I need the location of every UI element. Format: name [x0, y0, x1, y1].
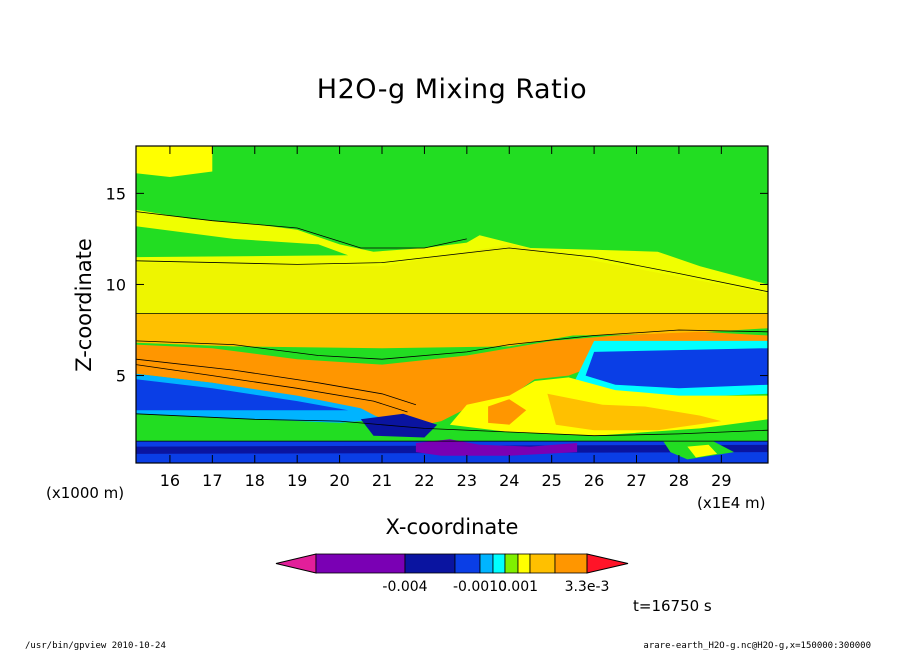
colorbar-segment — [504, 553, 519, 574]
x-tick-label: 29 — [711, 471, 731, 490]
contour-region — [585, 348, 768, 389]
x-axis-label: X-coordinate — [385, 515, 519, 539]
chart-title: H2O-g Mixing Ratio — [316, 74, 588, 105]
contour-region — [415, 439, 578, 456]
contour-region — [136, 313, 768, 349]
contour-region — [136, 413, 768, 442]
contour-line — [136, 247, 768, 293]
x-tick-label: 19 — [287, 471, 307, 490]
colorbar-segment — [454, 553, 481, 574]
x-tick-label: 21 — [372, 471, 392, 490]
y-tick-label: 15 — [106, 184, 126, 203]
contour-line — [136, 364, 408, 413]
plot-frame — [135, 145, 769, 464]
x-tick-label: 24 — [499, 471, 519, 490]
x-tick-label: 18 — [245, 471, 265, 490]
x-unit-label: (x1000 m) — [46, 484, 125, 502]
x-tick-label: 28 — [669, 471, 689, 490]
colorbar-segment — [315, 553, 406, 574]
colorbar-segment — [492, 553, 506, 574]
colorbar-segment — [529, 553, 556, 574]
x-tick-label: 27 — [626, 471, 646, 490]
x-tick-label: 25 — [541, 471, 561, 490]
contour-line — [136, 413, 768, 437]
colorbar-label: 3.3e-3 — [565, 579, 610, 595]
contour-region — [136, 226, 349, 258]
x-tick-label: 22 — [414, 471, 434, 490]
y-tick-label: 5 — [116, 367, 126, 386]
contour-region — [360, 413, 438, 438]
colorbar-arrow-right — [586, 553, 629, 574]
x-tick-label: 26 — [584, 471, 604, 490]
colorbar-segment — [479, 553, 494, 574]
contour-line — [136, 211, 467, 249]
x-tick-label: 16 — [160, 471, 180, 490]
colorbar-segment — [404, 553, 456, 574]
contour-region — [136, 379, 349, 411]
colorbar-arrow-left — [275, 553, 317, 574]
x-tick-label: 23 — [457, 471, 477, 490]
colorbar-segment — [554, 553, 588, 574]
contour-region — [547, 393, 722, 431]
timestamp-label: t=16750 s — [633, 597, 712, 615]
contour-region — [687, 444, 718, 458]
colorbar-label: -0.0010 — [453, 579, 507, 595]
colorbar-segment — [517, 553, 531, 574]
y-tick-label: 10 — [106, 275, 126, 294]
footer-right: arare-earth_H2O-g.nc@H2O-g,x=150000:3000… — [643, 641, 871, 651]
colorbar-label: -0.004 — [382, 579, 427, 595]
x-tick-label: 17 — [202, 471, 222, 490]
x-tick-label: 20 — [329, 471, 349, 490]
contour-region — [488, 399, 527, 425]
contour-region — [136, 146, 213, 177]
x-scale-label: (x1E4 m) — [697, 494, 766, 512]
footer-left: /usr/bin/gpview 2010-10-24 — [25, 641, 166, 651]
contour-region — [136, 244, 768, 314]
contour-line — [136, 329, 768, 360]
contour-line — [136, 358, 417, 406]
colorbar-label: 0.001 — [498, 579, 538, 595]
